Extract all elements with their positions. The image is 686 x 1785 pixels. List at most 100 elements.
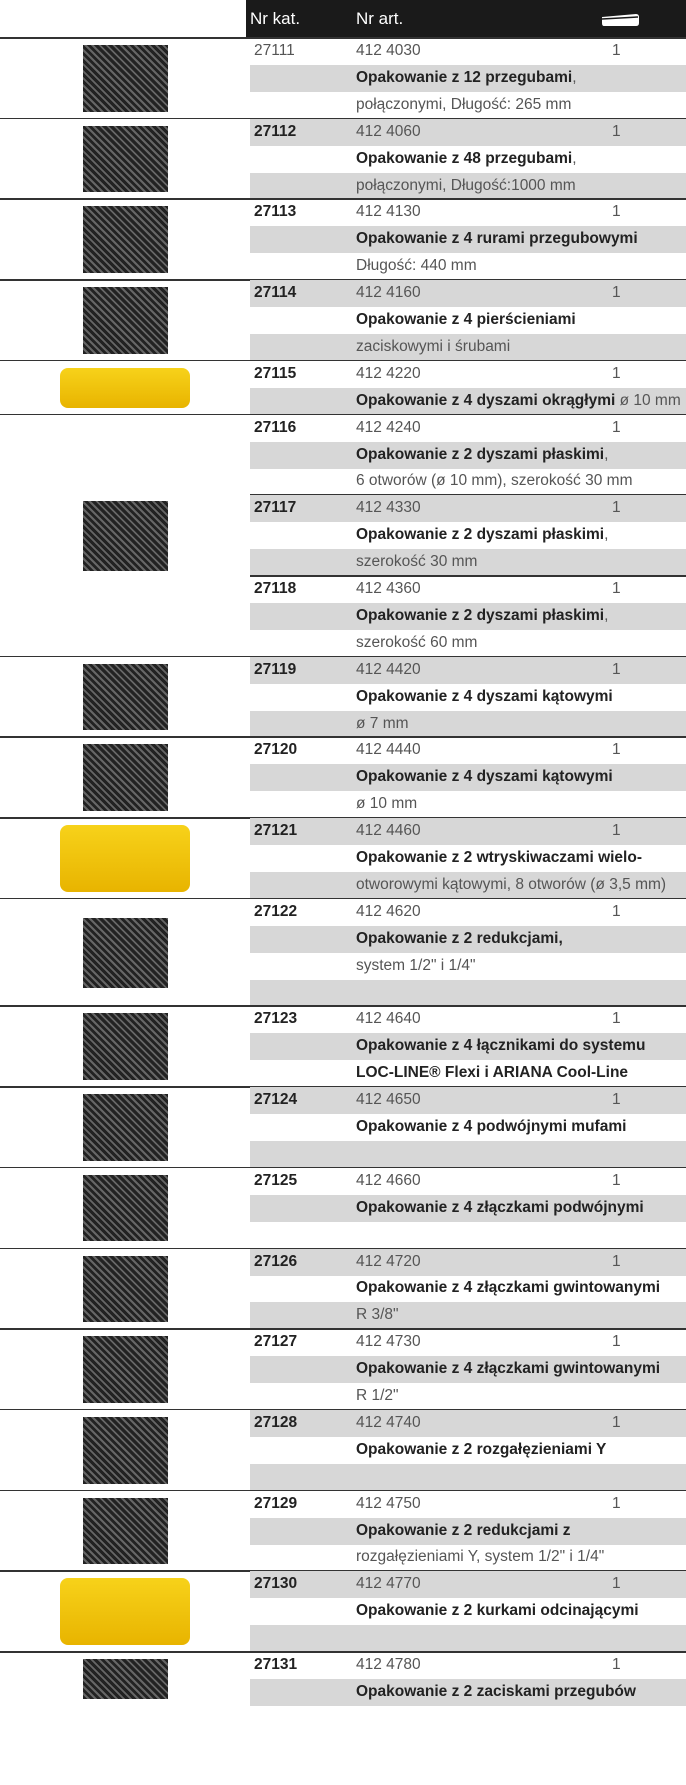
table-row: 27115412 42201 [250,361,686,388]
table-row: 27127412 47301 [250,1329,686,1356]
cat-number: 27123 [254,1010,297,1028]
table-row: Opakowanie z 2 dyszami płaskimi, [250,522,686,549]
description: Opakowanie z 4 złączkami podwójnymi [356,1199,644,1217]
quantity: 1 [612,822,621,840]
description-part: Opakowanie z 2 zaciskami przegubów [356,1683,636,1700]
description-part: , [572,150,576,167]
cat-number: 27128 [254,1414,297,1432]
table-row: połączonymi, Długość: 265 mm [250,92,686,119]
table-row: 27124412 46501 [250,1087,686,1114]
table-row: Opakowanie z 2 kurkami odcinającymi [250,1598,686,1625]
quantity: 1 [612,419,621,437]
quantity: 1 [612,284,621,302]
description-part: szerokość 60 mm [356,634,477,651]
description-part: Opakowanie z 4 dyszami kątowymi [356,688,613,705]
table-row: Opakowanie z 4 dyszami okrągłymi ø 10 mm [250,388,686,415]
description-part: Opakowanie z 2 redukcjami z [356,1522,571,1539]
quantity: 1 [612,1253,621,1271]
cat-number: 27115 [254,365,296,383]
table-row: Opakowanie z 4 złączkami podwójnymi [250,1195,686,1222]
quantity: 1 [612,1575,621,1593]
description: Opakowanie z 4 łącznikami do systemu [356,1037,645,1055]
description-part: Opakowanie z 2 rozgałęzieniami Y [356,1441,606,1458]
quantity: 1 [612,1172,621,1190]
description-part: Opakowanie z 4 łącznikami do systemu [356,1037,645,1054]
cat-number: 27129 [254,1495,297,1513]
product-image [83,744,168,811]
header-bar: Nr kat. Nr art. [246,0,686,38]
catalog-page: Nr kat. Nr art. 27111412 40301 Opakowanie… [0,0,686,1785]
table-row: 27119412 44201 [250,657,686,684]
table-row: Długość: 440 mm [250,253,686,280]
product-image [83,206,168,273]
table-row [250,980,686,1007]
description: Opakowanie z 4 podwójnymi mufami [356,1118,626,1136]
cat-number: 27124 [254,1091,297,1109]
table-row: 27113412 41301 [250,199,686,226]
table-row: Opakowanie z 2 redukcjami, [250,926,686,953]
art-number: 412 4360 [356,580,421,598]
table-row: Opakowanie z 4 łącznikami do systemu [250,1033,686,1060]
description: Opakowanie z 48 przegubami, [356,150,577,168]
description-part: , [604,446,608,463]
description-part: , [604,607,608,624]
description: Opakowanie z 2 dyszami płaskimi, [356,446,608,464]
description-part: Opakowanie z 4 rurami przegubowymi [356,230,638,247]
table-row: Opakowanie z 2 redukcjami z [250,1518,686,1545]
description: Opakowanie z 12 przegubami, [356,69,577,87]
description-part: Opakowanie z 48 przegubami [356,150,572,167]
product-image [83,1013,168,1080]
table-row: 27125412 46601 [250,1168,686,1195]
table-row: Opakowanie z 12 przegubami, [250,65,686,92]
quantity: 1 [612,903,621,921]
description: Opakowanie z 2 dyszami płaskimi, [356,526,608,544]
table-row: ø 10 mm [250,791,686,818]
description-part: Opakowanie z 2 kurkami odcinającymi [356,1602,639,1619]
art-number: 412 4330 [356,499,421,517]
table-row: połączonymi, Długość:1000 mm [250,173,686,200]
product-image [83,664,168,731]
product-image [83,1256,168,1323]
description: Opakowanie z 4 złączkami gwintowanymi [356,1279,660,1297]
description-part: 6 otworów (ø 10 mm), szerokość 30 mm [356,472,632,489]
table-row: 6 otworów (ø 10 mm), szerokość 30 mm [250,468,686,495]
table-row: Opakowanie z 2 zaciskami przegubów [250,1679,686,1706]
table-row: Opakowanie z 4 dyszami kątowymi [250,764,686,791]
table-row: LOC-LINE® Flexi i ARIANA Cool-Line [250,1060,686,1087]
art-number: 412 4240 [356,419,421,437]
table-row: Opakowanie z 4 rurami przegubowymi [250,226,686,253]
cat-number: 27111 [254,42,295,60]
description-part: otworowymi kątowymi, 8 otworów (ø 3,5 mm… [356,876,666,893]
table-row: 27129412 47501 [250,1491,686,1518]
table-row: Opakowanie z 4 podwójnymi mufami [250,1114,686,1141]
art-number: 412 4740 [356,1414,421,1432]
art-number: 412 4160 [356,284,421,302]
quantity: 1 [612,365,621,383]
description-part: Opakowanie z 2 wtryskiwaczami wielo- [356,849,642,866]
cat-number: 27131 [254,1656,297,1674]
description-part: LOC-LINE® Flexi i ARIANA Cool-Line [356,1064,628,1081]
description: Opakowanie z 2 redukcjami z [356,1522,571,1540]
table-row: 27112412 40601 [250,119,686,146]
product-image [83,501,168,571]
table-row: system 1/2" i 1/4" [250,953,686,980]
description-part: Opakowanie z 4 podwójnymi mufami [356,1118,626,1135]
description: połączonymi, Długość: 265 mm [356,96,571,114]
description-part: R 3/8" [356,1306,399,1323]
art-number: 412 4730 [356,1333,421,1351]
quantity: 1 [612,123,621,141]
product-image [83,1175,168,1242]
table-row: 27121412 44601 [250,818,686,845]
description-part: Opakowanie z 4 dyszami kątowymi [356,768,613,785]
table-row: R 1/2" [250,1383,686,1410]
description-part: Opakowanie z 2 dyszami płaskimi [356,607,604,624]
description-part: Opakowanie z 12 przegubami [356,69,572,86]
description: Opakowanie z 4 pierścieniami [356,311,576,329]
description: Opakowanie z 2 zaciskami przegubów [356,1683,636,1701]
product-image [83,126,168,193]
table-row [250,1625,686,1652]
cat-number: 27117 [254,499,296,517]
header-cat: Nr kat. [250,9,300,29]
